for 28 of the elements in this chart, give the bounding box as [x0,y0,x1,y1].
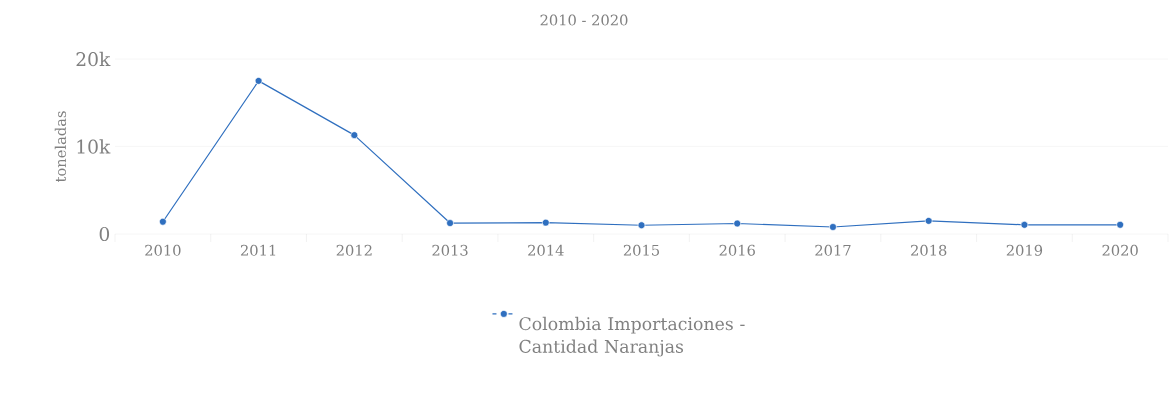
point [350,131,359,139]
x-tick-label: 2014 [528,244,564,256]
point [446,219,454,227]
x-tick-label: 2010 [145,244,181,256]
point [637,221,646,230]
point [159,217,167,226]
x-tick-label: 2018 [911,244,947,256]
y-tick-label: 20k [76,51,111,67]
x-tick-label: 2011 [240,244,276,256]
point [1116,221,1124,229]
point [254,77,263,85]
x-tick-label: 2019 [1006,244,1043,256]
point [924,217,933,225]
point [733,219,742,228]
x-tick-label: 2012 [336,244,372,256]
x-tick-label: 2020 [1102,244,1138,256]
point [1020,221,1029,229]
x-tick-label: 2015 [623,244,660,256]
x-tick-label: 2017 [815,244,851,256]
y-tick-label: 0 [99,226,110,242]
point [829,223,837,231]
point [541,218,550,227]
x-tick-label: 2016 [719,244,755,256]
y-tick-label: 10k [77,139,111,154]
chart-title: 2010 - 2020 [540,14,628,26]
x-tick-label: 2013 [432,244,468,256]
y-axis-title: toneladas [54,111,67,183]
legend-label: Colombia Importaciones - Cantidad Naranjas [519,316,745,357]
